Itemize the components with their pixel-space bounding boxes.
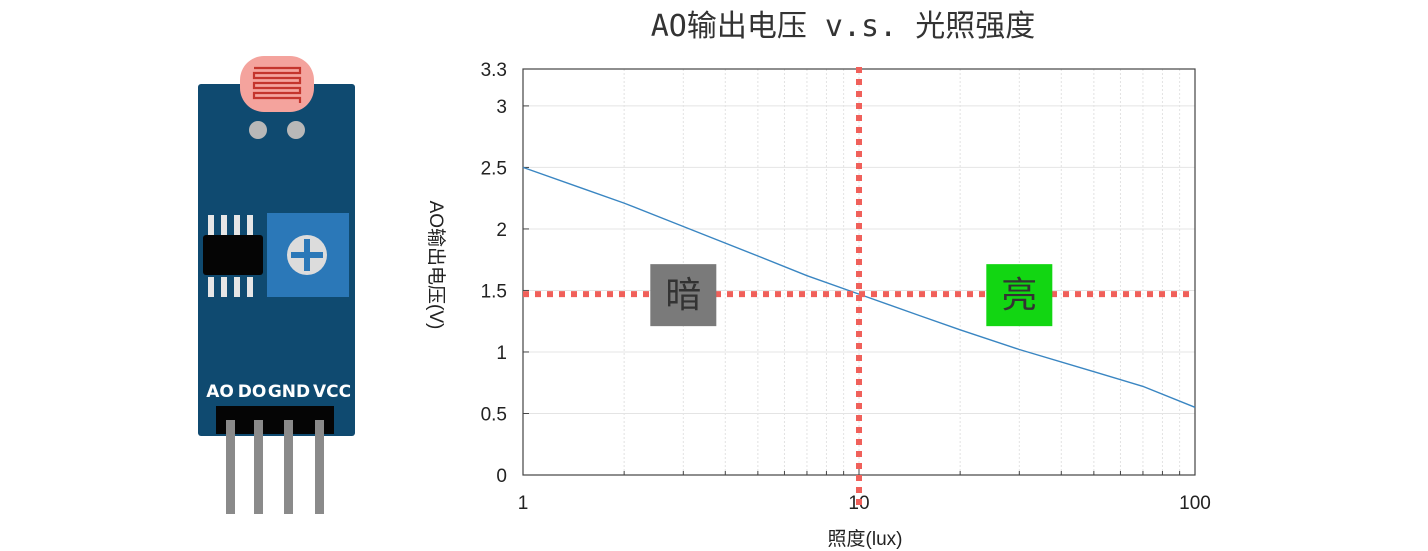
pin-vcc	[315, 420, 324, 514]
y-tick-label: 0	[496, 466, 507, 487]
reference-lines	[523, 67, 1195, 511]
y-tick-label: 2	[496, 220, 507, 241]
ldr-pad-right	[287, 121, 305, 139]
pin-ao	[226, 420, 235, 514]
axis-ticks: 00.511.522.533.3110100	[481, 60, 1211, 514]
pin-labels: AO DO GND VCC	[206, 382, 351, 402]
pin-do	[254, 420, 263, 514]
potentiometer-icon	[267, 213, 349, 297]
region-labels: 暗亮	[650, 264, 1053, 327]
x-axis-label: 照度(lux)	[828, 528, 903, 550]
pin-gnd	[284, 420, 293, 514]
y-tick-label: 1	[496, 343, 507, 364]
y-tick-label: 2.5	[481, 158, 507, 179]
region-label-0: 暗	[665, 275, 701, 316]
y-tick-label: 1.5	[481, 281, 507, 302]
region-label-1: 亮	[1001, 275, 1037, 316]
photoresistor-icon	[240, 56, 314, 112]
region-box-0	[650, 264, 717, 327]
y-axis-label: AO输出电压(V)	[425, 201, 447, 330]
pin-label-gnd: GND	[268, 382, 310, 402]
ic-chip-icon	[203, 215, 263, 297]
pin-label-ao: AO	[206, 382, 234, 402]
pin-header	[216, 406, 334, 434]
region-box-1	[986, 264, 1053, 327]
pin-label-vcc: VCC	[313, 382, 351, 402]
chart-title: AO输出电压 v.s. 光照强度	[651, 9, 1036, 44]
y-tick-label: 3.3	[481, 60, 507, 81]
y-tick-label: 0.5	[481, 404, 507, 425]
ldr-pad-left	[249, 121, 267, 139]
pin-label-do: DO	[238, 382, 267, 402]
x-tick-label: 100	[1179, 493, 1211, 514]
light-sensor-module: AO DO GND VCC	[198, 56, 355, 514]
x-tick-label: 1	[518, 493, 529, 514]
y-tick-label: 3	[496, 97, 507, 118]
